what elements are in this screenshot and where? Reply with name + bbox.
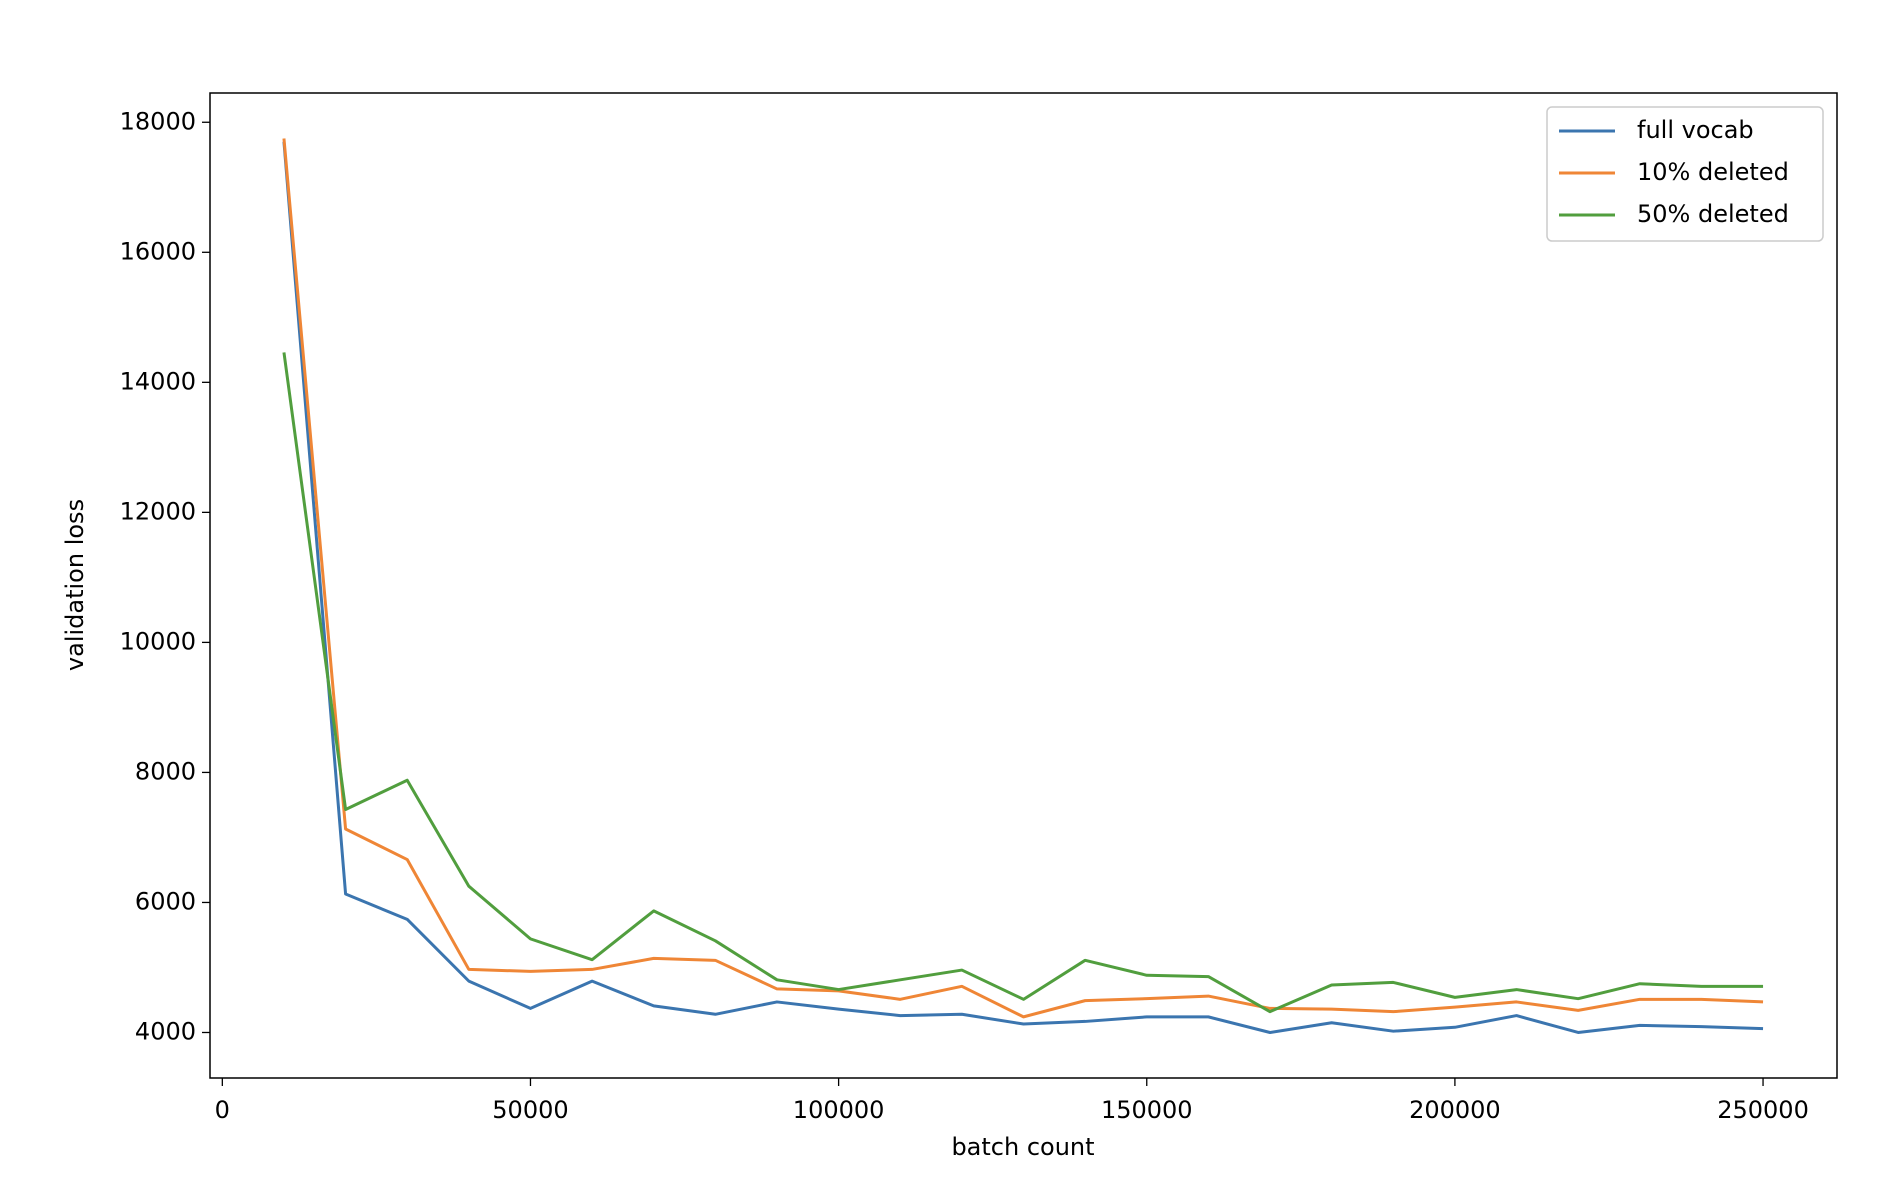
series-line bbox=[282, 352, 1764, 1014]
x-tick-label: 250000 bbox=[1717, 1096, 1809, 1124]
x-tick-label: 50000 bbox=[492, 1096, 568, 1124]
series-line bbox=[282, 138, 1764, 1019]
y-tick-label: 10000 bbox=[120, 627, 196, 655]
y-tick-label: 16000 bbox=[120, 237, 196, 265]
x-tick-label: 100000 bbox=[793, 1096, 885, 1124]
y-tick-label: 6000 bbox=[135, 887, 196, 915]
legend-label: 50% deleted bbox=[1637, 200, 1789, 228]
y-tick-label: 4000 bbox=[135, 1017, 196, 1045]
plot-frame bbox=[209, 92, 1838, 1079]
x-axis-label: batch count bbox=[951, 1133, 1094, 1161]
legend-label: 10% deleted bbox=[1637, 158, 1789, 186]
x-tick-label: 200000 bbox=[1409, 1096, 1501, 1124]
x-tick-label: 0 bbox=[215, 1096, 230, 1124]
legend-box bbox=[1546, 106, 1824, 242]
y-axis-label: validation loss bbox=[61, 499, 89, 671]
y-tick-label: 18000 bbox=[120, 107, 196, 135]
x-tick-label: 150000 bbox=[1101, 1096, 1193, 1124]
legend-label: full vocab bbox=[1637, 116, 1754, 144]
y-tick-label: 14000 bbox=[120, 367, 196, 395]
y-tick-label: 12000 bbox=[120, 497, 196, 525]
y-tick-label: 8000 bbox=[135, 757, 196, 785]
series-line bbox=[282, 141, 1764, 1034]
